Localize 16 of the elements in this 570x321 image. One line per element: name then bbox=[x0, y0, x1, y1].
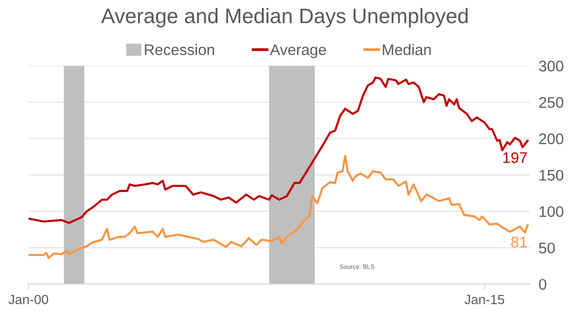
y-tick-label: 250 bbox=[539, 97, 564, 108]
legend-label: Median bbox=[382, 44, 431, 56]
legend-label: Average bbox=[270, 44, 326, 58]
annotation: 197 bbox=[503, 152, 527, 164]
y-tick-label: 0 bbox=[539, 278, 546, 290]
line-series bbox=[28, 76, 529, 224]
annotation: 81 bbox=[511, 236, 527, 248]
x-tick-label: Jan-00 bbox=[8, 294, 48, 304]
y-tick-label: 100 bbox=[540, 206, 564, 218]
legend-label: Recession bbox=[144, 44, 214, 56]
chart-title: Average and Median Days Unemployed bbox=[101, 8, 468, 28]
x-tick-label: Jan-15 bbox=[464, 294, 504, 304]
y-tick-label: 50 bbox=[539, 242, 555, 254]
y-tick-label: 200 bbox=[539, 133, 564, 144]
y-tick-label: 300 bbox=[539, 60, 564, 72]
y-tick-label: 150 bbox=[540, 170, 564, 181]
